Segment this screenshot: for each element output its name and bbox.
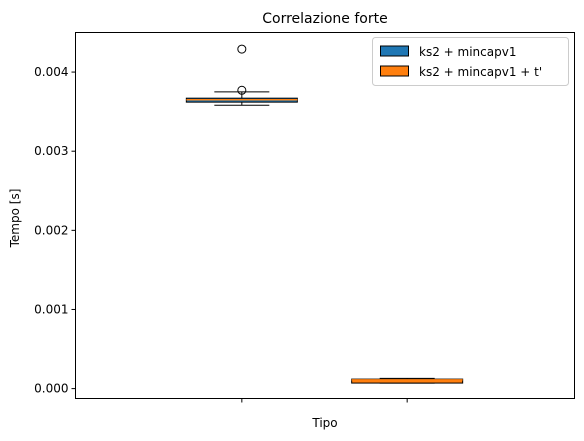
legend-swatch (380, 65, 409, 77)
y-tick-label: 0.001 (34, 302, 68, 316)
box-series (185, 44, 464, 384)
legend-label: ks2 + mincapv1 + t' (419, 65, 542, 79)
plot-area-frame (75, 32, 575, 399)
legend-label: ks2 + mincapv1 (419, 45, 516, 59)
outlier-point (237, 85, 247, 95)
box-group (351, 377, 464, 384)
legend-frame (372, 37, 569, 86)
y-tick-label: 0.000 (34, 382, 68, 396)
box-group (185, 44, 298, 106)
y-axis-label: Tempo [s] (8, 189, 22, 249)
outlier-point (237, 44, 247, 54)
y-tick-label: 0.003 (34, 144, 68, 158)
y-tick-label: 0.002 (34, 223, 68, 237)
y-tick-label: 0.004 (34, 65, 68, 79)
x-axis-ticks (241, 398, 408, 403)
x-axis-label: Tipo (311, 416, 337, 430)
box-body (351, 378, 464, 384)
legend-swatch (380, 45, 409, 57)
chart-title: Correlazione forte (262, 11, 387, 27)
y-axis-ticks: 0.000 0.001 0.002 0.003 0.004 (34, 65, 76, 396)
legend: ks2 + mincapv1 ks2 + mincapv1 + t' (372, 37, 569, 86)
